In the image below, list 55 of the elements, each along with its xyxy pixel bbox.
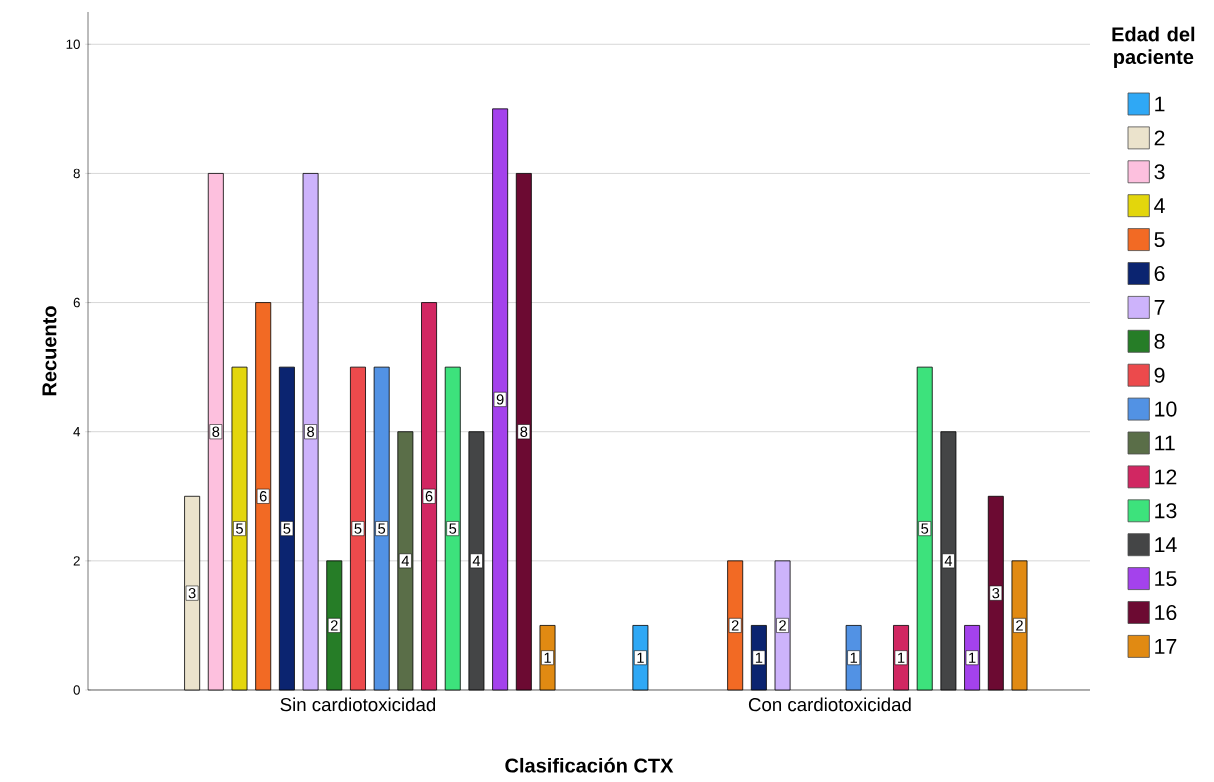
legend-label: 10 — [1155, 401, 1177, 417]
y-tick-label: 10 — [66, 39, 80, 49]
data-label: 3 — [992, 587, 1000, 599]
x-tick-label: Sin cardiotoxicidad — [280, 697, 436, 712]
data-label: 2 — [1016, 620, 1023, 631]
legend-label: 6 — [1154, 265, 1165, 282]
y-tick-label: 8 — [73, 168, 80, 179]
y-tick-label: 2 — [73, 556, 80, 566]
data-label: 5 — [378, 523, 386, 534]
data-label: 1 — [969, 652, 976, 663]
y-axis-title: Recuento — [42, 306, 57, 396]
data-label: 4 — [472, 555, 481, 566]
data-label: 8 — [520, 426, 528, 437]
data-label: 2 — [731, 620, 739, 631]
legend-label: 11 — [1155, 435, 1175, 451]
y-tick-label: 4 — [73, 427, 81, 437]
data-label: 1 — [544, 652, 551, 663]
data-label: 1 — [898, 652, 905, 663]
legend-label: 3 — [1154, 164, 1165, 180]
legend-label: 16 — [1155, 604, 1177, 621]
data-label: 1 — [637, 652, 644, 663]
data-label: 9 — [496, 394, 504, 405]
data-label: 2 — [330, 620, 338, 631]
data-label: 1 — [755, 652, 763, 663]
legend-label: 5 — [1154, 232, 1165, 248]
legend-label: 8 — [1154, 333, 1165, 349]
legend-label: 9 — [1154, 367, 1165, 383]
y-tick-label: 0 — [73, 685, 80, 695]
data-label: 5 — [236, 523, 243, 534]
legend-label: 1 — [1155, 96, 1165, 112]
legend-label: 2 — [1154, 130, 1165, 146]
data-label: 8 — [212, 426, 220, 437]
legend-label: 12 — [1155, 469, 1177, 485]
data-label: 6 — [425, 491, 433, 502]
data-label: 2 — [779, 620, 786, 631]
legend-label: 4 — [1154, 198, 1165, 214]
legend-title: Edad del paciente — [1112, 26, 1195, 68]
data-label: 5 — [921, 523, 929, 534]
data-label: 1 — [850, 652, 858, 663]
x-axis-title: Clasificación CTX — [505, 757, 674, 773]
legend-label: 15 — [1155, 571, 1177, 587]
legend-label: 14 — [1155, 537, 1177, 553]
legend-label: 17 — [1155, 639, 1177, 654]
legend-label: 13 — [1155, 503, 1177, 519]
data-label: 5 — [354, 523, 362, 534]
legend-label: 7 — [1154, 300, 1165, 315]
data-label: 5 — [449, 523, 457, 534]
data-label: 4 — [944, 555, 953, 566]
data-label: 3 — [188, 587, 196, 599]
data-label: 5 — [283, 523, 291, 534]
data-label: 8 — [307, 426, 315, 437]
y-tick-label: 6 — [73, 297, 80, 308]
x-tick-label: Con cardiotoxicidad — [748, 697, 911, 712]
data-label: 4 — [401, 555, 409, 566]
data-label: 6 — [259, 491, 267, 502]
